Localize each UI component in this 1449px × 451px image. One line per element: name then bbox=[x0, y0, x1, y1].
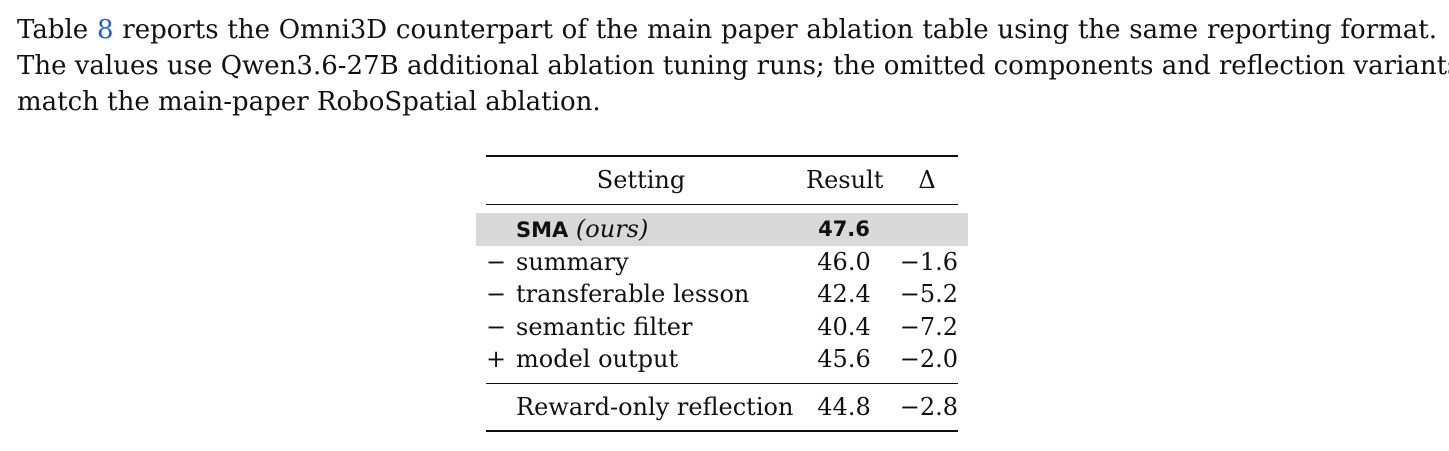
delta-cell: −1.6 bbox=[899, 248, 958, 276]
paragraph-line-1: Table 8 reports the Omni3D counterpart o… bbox=[17, 12, 1437, 48]
delta-cell: −2.8 bbox=[899, 393, 958, 421]
table-top-rule bbox=[486, 155, 958, 157]
table-bottom-rule bbox=[486, 430, 958, 432]
operator-cell: − bbox=[486, 248, 507, 276]
method-tag: (ours) bbox=[575, 215, 649, 243]
delta-cell: −5.2 bbox=[899, 280, 958, 308]
setting-cell: summary bbox=[516, 248, 629, 276]
table-row-highlighted: SMA (ours) 47.6 bbox=[476, 213, 968, 246]
table-row-reflection: Reward-only reflection 44.8 −2.8 bbox=[476, 391, 968, 424]
paragraph-line-2: The values use Qwen3.6-27B additional ab… bbox=[17, 51, 1449, 81]
setting-cell: SMA (ours) bbox=[516, 213, 648, 247]
operator-cell: + bbox=[486, 345, 507, 373]
result-cell: 46.0 bbox=[817, 248, 871, 276]
result-cell: 40.4 bbox=[817, 313, 871, 341]
operator-cell: − bbox=[486, 313, 507, 341]
operator-cell: − bbox=[486, 280, 507, 308]
paragraph-text: reports the Omni3D counterpart of the ma… bbox=[113, 15, 1437, 45]
delta-cell: −2.0 bbox=[899, 345, 958, 373]
setting-cell: model output bbox=[516, 345, 679, 373]
header-result: Result bbox=[806, 166, 884, 194]
body-paragraph: Table 8 reports the Omni3D counterpart o… bbox=[17, 12, 1449, 120]
table-section-rule bbox=[486, 383, 958, 384]
result-cell: 42.4 bbox=[817, 280, 871, 308]
table-header-row: Setting Result Δ bbox=[476, 164, 968, 197]
table-row: − transferable lesson 42.4 −5.2 bbox=[476, 278, 968, 311]
header-delta: Δ bbox=[918, 166, 936, 194]
table-header-rule bbox=[486, 204, 958, 205]
paragraph-line-3: match the main-paper RoboSpatial ablatio… bbox=[17, 87, 601, 117]
setting-cell: semantic filter bbox=[516, 313, 693, 341]
result-cell: 47.6 bbox=[818, 217, 870, 241]
result-cell: 44.8 bbox=[817, 393, 871, 421]
header-setting: Setting bbox=[596, 166, 686, 194]
delta-cell: −7.2 bbox=[899, 313, 958, 341]
result-cell: 45.6 bbox=[817, 345, 871, 373]
setting-cell: Reward-only reflection bbox=[516, 393, 794, 421]
table-row: − summary 46.0 −1.6 bbox=[476, 246, 968, 279]
paragraph-text: Table bbox=[17, 15, 97, 45]
table-row: + model output 45.6 −2.0 bbox=[476, 343, 968, 376]
setting-cell: transferable lesson bbox=[516, 280, 750, 308]
table-row: − semantic filter 40.4 −7.2 bbox=[476, 311, 968, 344]
table-reference-link[interactable]: 8 bbox=[96, 15, 114, 45]
method-name: SMA bbox=[516, 218, 569, 242]
